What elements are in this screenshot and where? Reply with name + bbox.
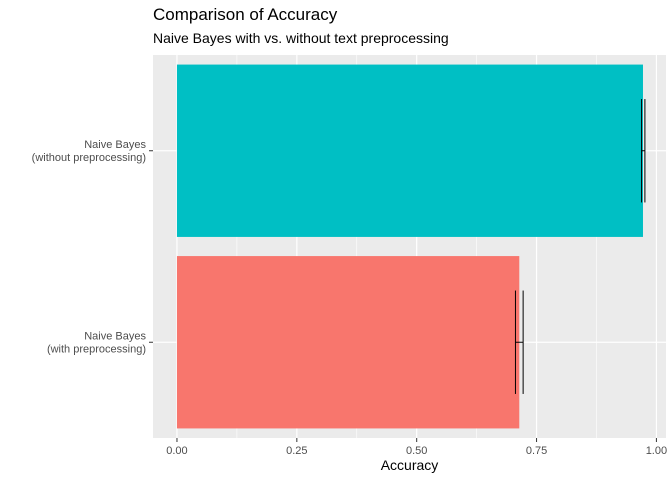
bars xyxy=(176,64,643,429)
y-tick-label: Naive Bayes (without preprocessing) xyxy=(32,139,147,164)
y-tick-label-line: Naive Bayes xyxy=(84,330,146,342)
error-bars xyxy=(514,99,646,394)
chart-subtitle: Naive Bayes with vs. without text prepro… xyxy=(153,30,449,46)
x-axis-title: Accuracy xyxy=(381,457,439,473)
y-tick-label-line: (with preprocessing) xyxy=(47,343,146,355)
y-tick-label: Naive Bayes (with preprocessing) xyxy=(47,330,147,355)
x-tick-label: 0.25 xyxy=(286,445,307,457)
x-tick-label: 0.50 xyxy=(406,445,427,457)
x-tick-label: 1.00 xyxy=(646,445,667,457)
bar xyxy=(176,256,520,429)
y-tick-label-line: Naive Bayes xyxy=(84,139,146,151)
bar xyxy=(176,64,643,237)
y-tick-label-line: (without preprocessing) xyxy=(32,152,146,164)
y-axis: Naive Bayes (with preprocessing)Naive Bay… xyxy=(32,139,153,355)
error-bar xyxy=(641,99,646,203)
chart-title: Comparison of Accuracy xyxy=(153,5,338,24)
x-tick-label: 0.00 xyxy=(166,445,187,457)
error-bar xyxy=(514,290,524,394)
x-axis: 0.00 0.25 0.50 0.75 1.00 xyxy=(166,438,667,457)
x-tick-label: 0.75 xyxy=(526,445,547,457)
